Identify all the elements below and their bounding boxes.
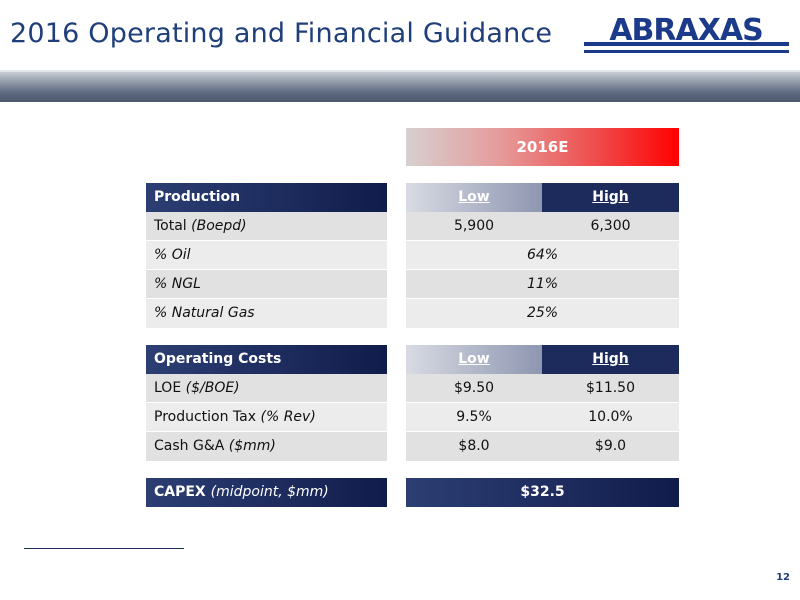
value-low: $9.50 <box>453 380 495 396</box>
col-header-low: Low <box>406 345 542 374</box>
table-row-label: Total (Boepd) <box>146 212 387 241</box>
value-low: 9.5% <box>456 409 492 425</box>
table-row-values: 5,900 6,300 <box>406 212 679 241</box>
value-merged: 64% <box>526 247 559 263</box>
value-high: $9.0 <box>594 438 627 454</box>
operating-costs-col-headers: Low High <box>406 345 679 374</box>
col-high-label: High <box>592 351 629 367</box>
production-heading: Production <box>146 183 387 212</box>
table-row-values: 64% <box>406 241 679 270</box>
row-label: % NGL <box>154 276 201 292</box>
row-label-unit: ($/BOE) <box>185 380 240 396</box>
value-high: 10.0% <box>588 409 633 425</box>
table-row-label: LOE ($/BOE) <box>146 374 387 403</box>
col-header-high: High <box>542 183 679 212</box>
logo-text: ABRAXAS <box>609 13 762 48</box>
abraxas-logo: ABRAXAS <box>584 13 789 53</box>
value-merged: 25% <box>526 305 559 321</box>
row-label: Production Tax <box>154 409 261 425</box>
row-label-unit: ($mm) <box>228 438 276 454</box>
table-row-label: % NGL <box>146 270 387 299</box>
page-number: 12 <box>776 572 790 583</box>
table-row-values: 9.5% 10.0% <box>406 403 679 432</box>
footnote-divider <box>24 548 184 549</box>
header-band <box>0 72 800 102</box>
value-high: 6,300 <box>590 218 631 234</box>
table-row-values: $9.50 $11.50 <box>406 374 679 403</box>
row-label: LOE <box>154 380 186 396</box>
operating-costs-heading: Operating Costs <box>146 345 387 374</box>
row-label-unit: (Boepd) <box>191 218 247 234</box>
period-header: 2016E <box>406 128 679 166</box>
capex-label-text: CAPEX <box>154 484 206 500</box>
value-high: $11.50 <box>586 380 635 396</box>
col-high-label: High <box>592 189 629 205</box>
table-row-label: Cash G&A ($mm) <box>146 432 387 461</box>
production-col-headers: Low High <box>406 183 679 212</box>
row-label: % Natural Gas <box>154 305 255 321</box>
page-title: 2016 Operating and Financial Guidance <box>10 18 553 49</box>
table-row-values: 25% <box>406 299 679 328</box>
value-low: 5,900 <box>453 218 495 234</box>
col-header-high: High <box>542 345 679 374</box>
table-row-values: $8.0 $9.0 <box>406 432 679 461</box>
table-row-label: % Natural Gas <box>146 299 387 328</box>
row-label: % Oil <box>154 247 191 263</box>
table-row-values: 11% <box>406 270 679 299</box>
row-label: Total <box>154 218 192 234</box>
value-merged: 11% <box>526 276 559 292</box>
header-band-highlight <box>0 70 800 72</box>
col-low-label: Low <box>458 351 490 367</box>
capex-label: CAPEX (midpoint, $mm) <box>146 478 387 507</box>
table-row-label: Production Tax (% Rev) <box>146 403 387 432</box>
table-row-label: % Oil <box>146 241 387 270</box>
col-header-low: Low <box>406 183 542 212</box>
value-low: $8.0 <box>458 438 490 454</box>
row-label: Cash G&A <box>154 438 229 454</box>
capex-value: $32.5 <box>406 478 679 507</box>
capex-label-unit: (midpoint, $mm) <box>210 484 329 500</box>
col-low-label: Low <box>458 189 490 205</box>
row-label-unit: (% Rev) <box>260 409 316 425</box>
